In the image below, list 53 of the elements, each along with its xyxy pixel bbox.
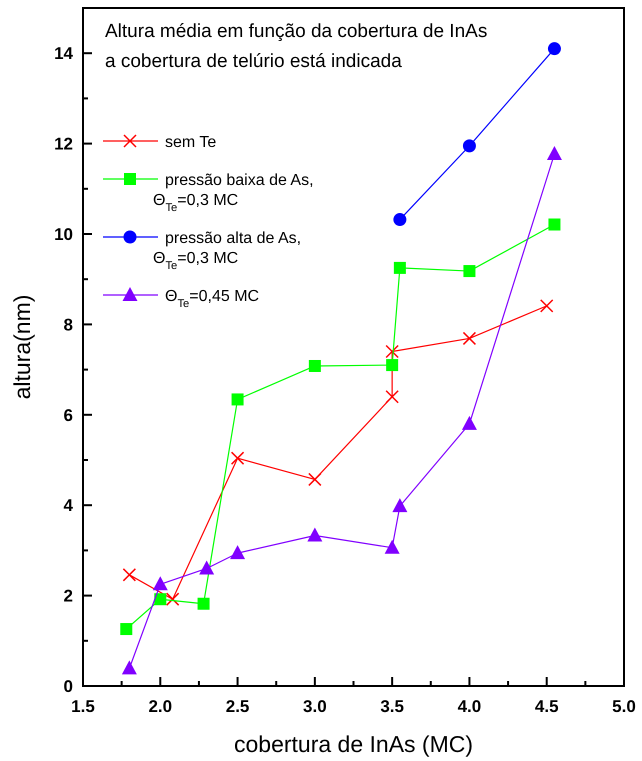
- point: [462, 416, 477, 430]
- x-tick-label: 3.5: [380, 697, 404, 716]
- y-tick-label: 2: [64, 586, 73, 606]
- legend-label: pressão baixa de As, Θ$_{Te}$=0,3 MC: [153, 172, 314, 214]
- point: [166, 592, 180, 606]
- y-tick-label: 6: [64, 406, 73, 425]
- y-tick-label: 12: [54, 134, 73, 154]
- point: [308, 472, 322, 486]
- point: [120, 623, 132, 636]
- x-tick-label: 4.5: [534, 697, 559, 716]
- legend-label: sem Te: [165, 134, 216, 151]
- point: [198, 598, 210, 610]
- y-tick-label: 8: [64, 315, 73, 334]
- point: [386, 359, 398, 372]
- point: [540, 299, 554, 313]
- y-axis-title: altura(nm): [9, 294, 35, 400]
- x-tick-label: 1.5: [71, 697, 95, 716]
- point: [232, 393, 244, 406]
- point: [199, 560, 214, 574]
- y-tick-label: 14: [54, 44, 74, 64]
- annotation: Altura média em função da cobertura de InAs: [105, 21, 488, 42]
- point: [392, 498, 408, 512]
- point: [548, 218, 560, 231]
- text: 3.0: [303, 697, 327, 716]
- point: [463, 265, 476, 278]
- x-axis-title: cobertura de InAs (MC): [234, 731, 474, 757]
- point: [385, 344, 399, 358]
- point: [122, 568, 136, 582]
- point: [122, 660, 137, 674]
- text: 5.0: [612, 697, 636, 716]
- point: [546, 146, 562, 160]
- point: [462, 139, 476, 152]
- y-tick-label: 4: [64, 496, 74, 516]
- point: [230, 451, 244, 465]
- point: [393, 213, 406, 226]
- x-tick-label: 2.5: [226, 697, 250, 716]
- text: 2.0: [148, 697, 172, 716]
- annotation: a cobertura de telúrio está indicada: [105, 51, 402, 72]
- point: [394, 262, 406, 274]
- legend-label: Θ$_{Te}$=0,45 MC: [165, 288, 260, 310]
- point: [548, 42, 561, 56]
- y-tick-label: 10: [54, 225, 73, 244]
- text: 4.0: [458, 697, 482, 716]
- point: [307, 527, 322, 542]
- point: [308, 360, 321, 372]
- point: [154, 593, 166, 606]
- point: [384, 540, 400, 554]
- point: [152, 576, 168, 590]
- point: [385, 390, 399, 404]
- point: [230, 545, 246, 560]
- point: [462, 332, 476, 346]
- y-tick-label: 0: [64, 677, 73, 696]
- legend-label: pressão alta de As, Θ$_{Te}$=0,3 MC: [153, 230, 302, 272]
